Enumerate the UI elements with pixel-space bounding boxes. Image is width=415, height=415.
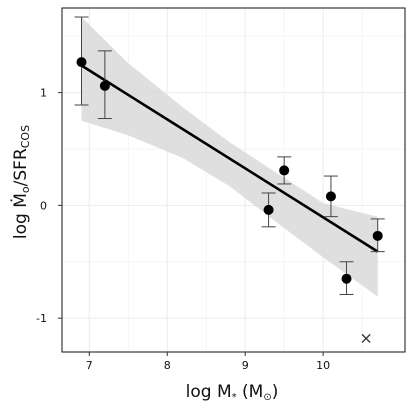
confidence-band	[81, 17, 378, 297]
y-tick-label: 0	[40, 199, 47, 212]
fit-line	[80, 64, 379, 253]
data-point	[263, 204, 274, 215]
y-tick-label: 1	[40, 87, 47, 100]
x-tick-label: 9	[242, 359, 249, 372]
data-point	[325, 191, 336, 202]
x-tick-label: 8	[164, 359, 171, 372]
outlier-cross-marker: ×	[359, 328, 372, 347]
plot-frame	[61, 7, 406, 353]
y-axis-title: log Ṁo/SFRCOS	[10, 125, 32, 239]
y-axis-ticks: -1 0 1	[36, 87, 62, 325]
x-axis-ticks: 7 8 9 10	[86, 352, 330, 372]
data-points-layer	[76, 57, 383, 284]
data-point	[279, 165, 290, 176]
y-tick-label: -1	[36, 312, 47, 325]
x-tick-label: 7	[86, 359, 93, 372]
confidence-band-layer	[81, 17, 378, 297]
data-point	[372, 230, 383, 241]
fit-line-layer	[80, 64, 379, 253]
data-point	[76, 57, 87, 68]
data-point	[99, 80, 110, 91]
x-tick-label: 10	[316, 359, 330, 372]
error-bars-layer	[74, 16, 385, 295]
x-axis-title: log M* (M⊙)	[186, 382, 279, 403]
outlier-marker-layer: ×	[359, 328, 372, 347]
data-point	[341, 273, 352, 284]
